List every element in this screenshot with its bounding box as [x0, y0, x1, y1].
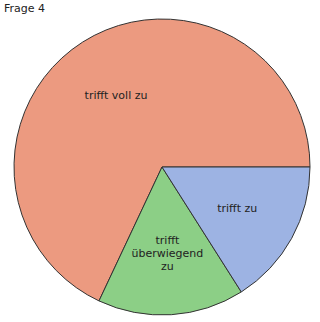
svg-text:trifftüberwiegendzu: trifftüberwiegendzu — [131, 233, 203, 272]
html-text:Frage 4: Frage 4 — [4, 2, 45, 15]
svg-text:trifft zu: trifft zu — [217, 202, 257, 215]
svg-text:trifft voll zu: trifft voll zu — [85, 88, 148, 101]
